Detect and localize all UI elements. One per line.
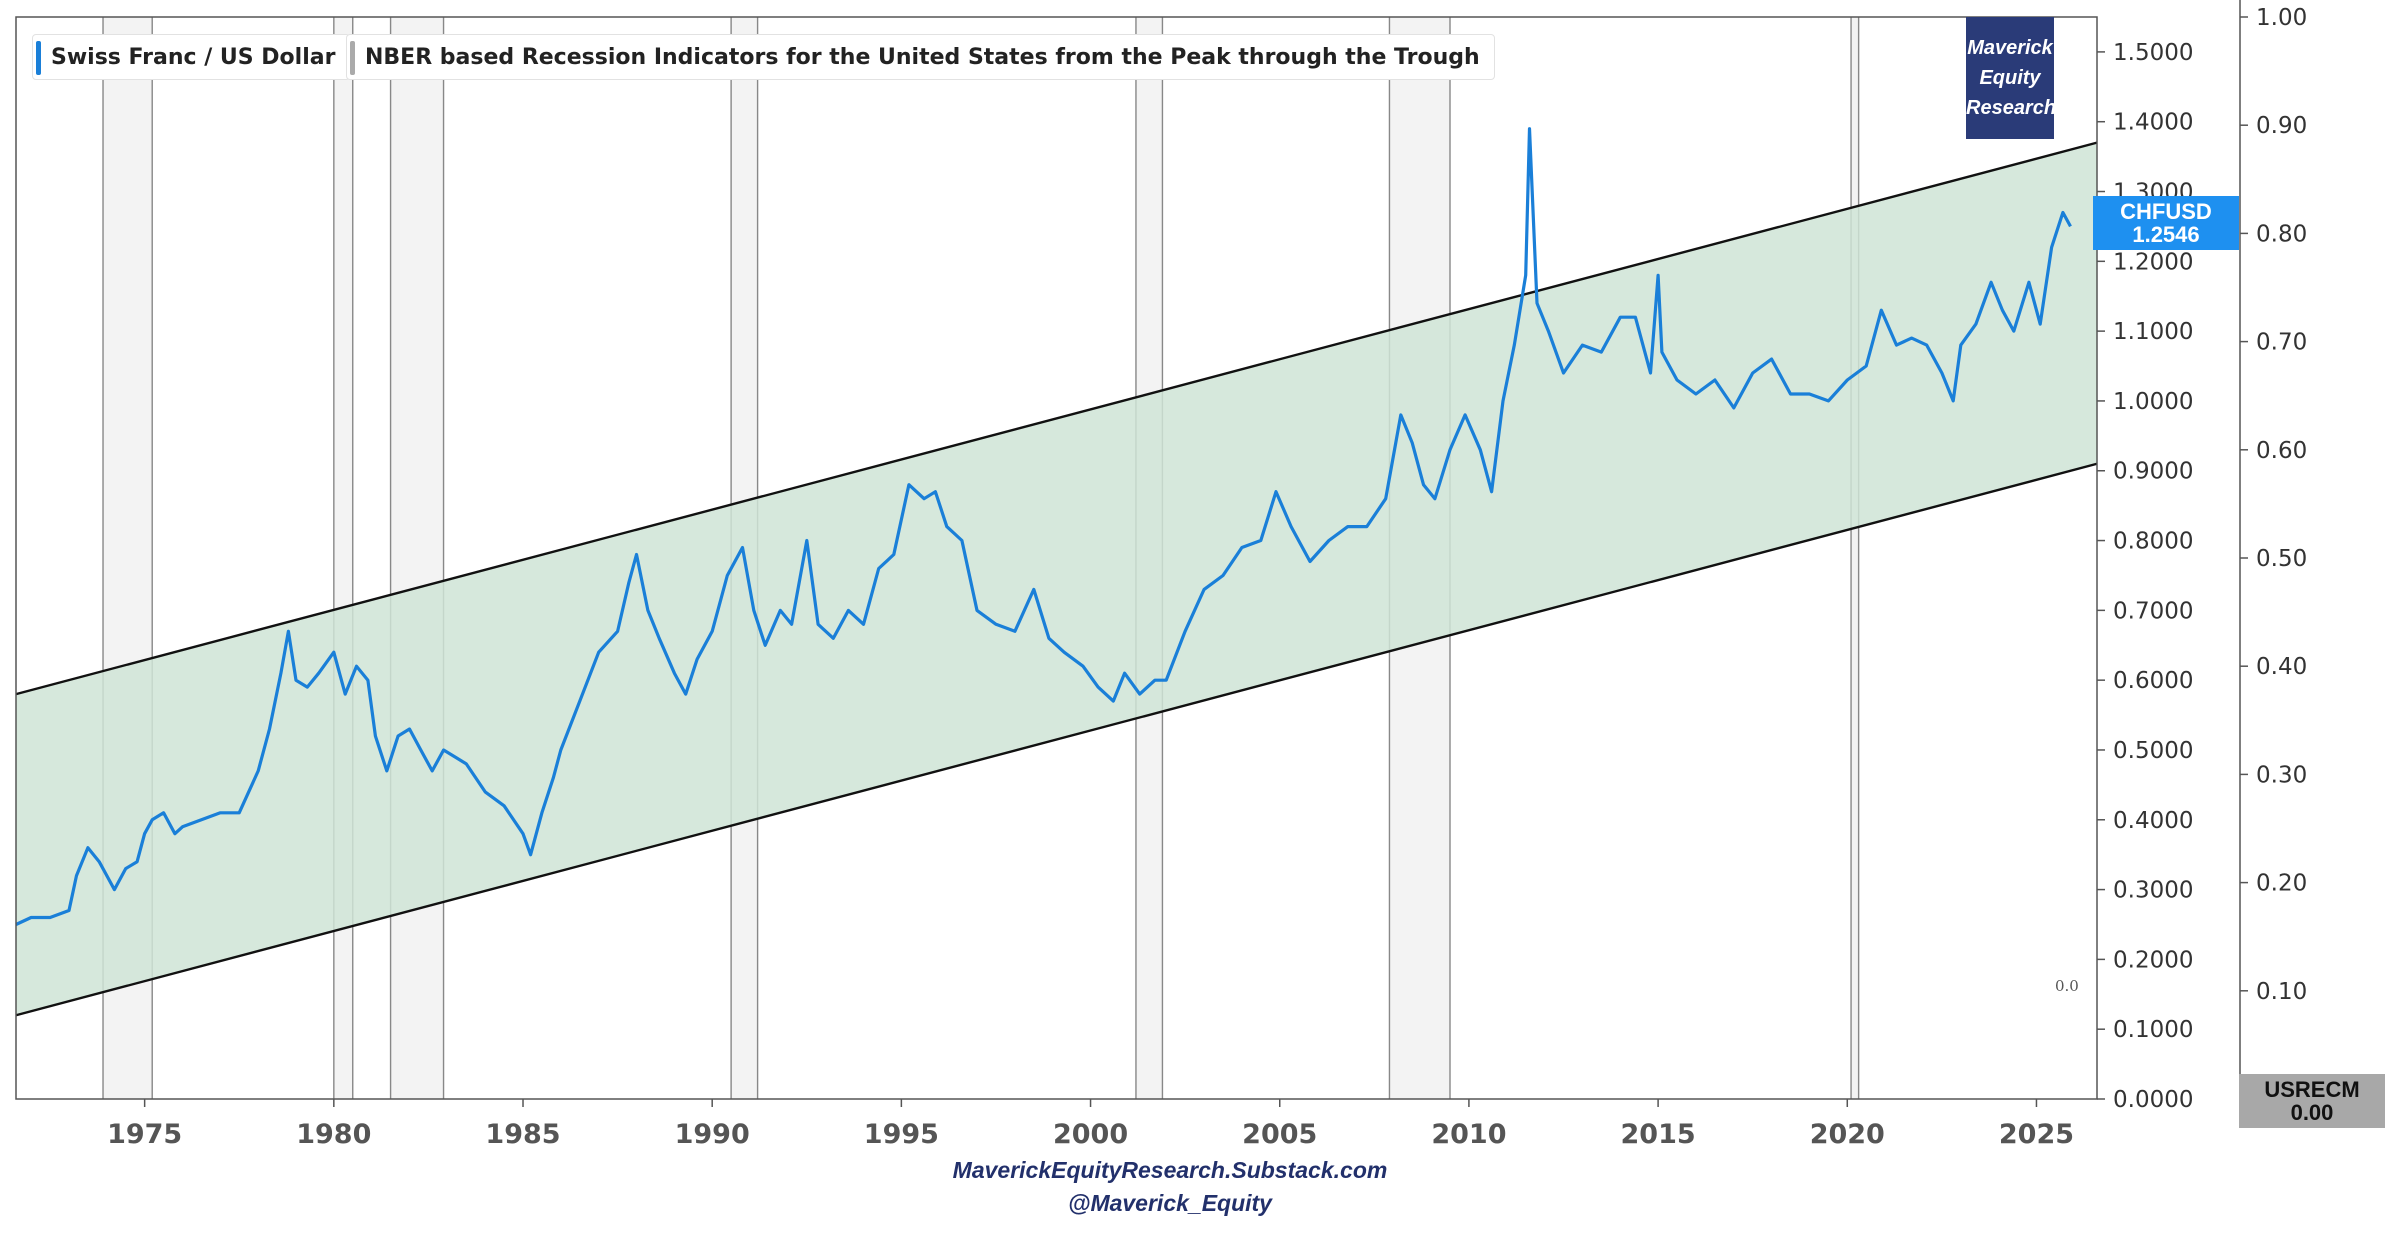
y-left-tick-label: 0.0000 — [2113, 1087, 2193, 1113]
recession-tag-value: 0.00 — [2290, 1100, 2334, 1125]
recession-band — [390, 17, 444, 1099]
brand-logo: Maverick Equity Research — [1966, 17, 2057, 139]
footer-handle[interactable]: @Maverick_Equity — [1068, 1190, 1272, 1216]
legend-swatch-chfusd — [36, 41, 41, 75]
trend-channel-lower-line — [15, 462, 2098, 1017]
legend-label-recession: NBER based Recession Indicators for the … — [365, 44, 1480, 70]
y-left-tick-label: 1.0000 — [2113, 389, 2193, 415]
price-tag-symbol: CHFUSD — [2120, 199, 2212, 224]
y-left-tick-label: 0.4000 — [2113, 808, 2193, 834]
y-left-tick-label: 1.1000 — [2113, 319, 2193, 345]
price-tag-usrecm: USRECM 0.00 — [2239, 1074, 2385, 1128]
y-left-tick-label: 0.5000 — [2113, 738, 2193, 764]
y-right-tick-label: 0.60 — [2256, 438, 2307, 464]
recession-band — [333, 17, 353, 1099]
y-left-tick-label: 0.2000 — [2113, 947, 2193, 973]
recession-zero-annotation: 0.0 — [2055, 977, 2079, 995]
x-tick-label: 2020 — [1810, 1119, 1885, 1150]
y-left-tick-label: 0.1000 — [2113, 1017, 2193, 1043]
x-tick-label: 1980 — [296, 1119, 371, 1150]
brand-line-3: Research — [1966, 97, 2057, 119]
x-tick-label: 1985 — [485, 1119, 560, 1150]
trend-channel-upper-line — [15, 141, 2098, 696]
legend-label-chfusd: Swiss Franc / US Dollar — [51, 44, 336, 70]
recession-tag-symbol: USRECM — [2264, 1077, 2360, 1102]
trend-channel-group — [15, 141, 2098, 1017]
legend-item-chfusd[interactable]: Swiss Franc / US Dollar — [32, 34, 351, 80]
x-tick-label: 1995 — [864, 1119, 939, 1150]
y-right-tick-label: 1.00 — [2256, 5, 2307, 31]
y-left-tick-label: 1.5000 — [2113, 40, 2193, 66]
y-right-tick-label: 0.40 — [2256, 654, 2307, 680]
y-left-tick-label: 0.9000 — [2113, 459, 2193, 485]
plot-frame — [15, 16, 2098, 1100]
x-tick-label: 2000 — [1053, 1119, 1128, 1150]
trend-channel-fill — [16, 142, 2097, 1016]
price-tag-chfusd: CHFUSD 1.2546 — [2093, 196, 2239, 250]
y-right-tick-label: 0.30 — [2256, 762, 2307, 788]
price-line-group — [15, 127, 2072, 926]
x-tick-label: 2025 — [1999, 1119, 2074, 1150]
x-tick-label: 1975 — [107, 1119, 182, 1150]
y-left-tick-label: 1.4000 — [2113, 110, 2193, 136]
price-tag-value: 1.2546 — [2132, 222, 2200, 247]
recession-band — [1851, 17, 1859, 1099]
x-tick-label: 1990 — [675, 1119, 750, 1150]
y-right-tick-label: 0.70 — [2256, 330, 2307, 356]
y-right-tick-label: 0.20 — [2256, 871, 2307, 897]
axes-group: 0.0000 0.1000 0.2000 0.3000 0.4000 0.5000 0.60… — [15, 0, 2307, 1150]
y-left-tick-label: 0.3000 — [2113, 878, 2193, 904]
y-left-tick-label: 0.6000 — [2113, 668, 2193, 694]
legend-item-recession[interactable]: NBER based Recession Indicators for the … — [346, 34, 1495, 80]
series-line-chfusd — [15, 127, 2072, 926]
brand-line-1: Maverick — [1967, 37, 2053, 59]
legend-swatch-recession — [350, 41, 355, 75]
y-right-tick-label: 0.80 — [2256, 221, 2307, 247]
brand-line-2: Equity — [1979, 67, 2041, 89]
y-right-tick-label: 0.10 — [2256, 979, 2307, 1005]
y-right-tick-label: 0.50 — [2256, 546, 2307, 572]
x-tick-label: 2010 — [1431, 1119, 1506, 1150]
y-left-tick-label: 0.7000 — [2113, 598, 2193, 624]
x-tick-label: 2005 — [1242, 1119, 1317, 1150]
x-tick-label: 2015 — [1621, 1119, 1696, 1150]
y-left-tick-label: 1.2000 — [2113, 249, 2193, 275]
footer-url[interactable]: MaverickEquityResearch.Substack.com — [952, 1157, 1388, 1183]
y-left-tick-label: 0.8000 — [2113, 529, 2193, 555]
y-right-tick-label: 0.90 — [2256, 113, 2307, 139]
